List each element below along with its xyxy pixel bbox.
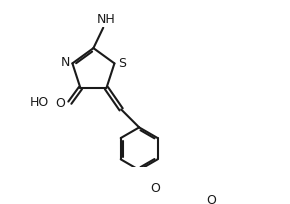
Text: O: O bbox=[55, 97, 65, 110]
Text: O: O bbox=[206, 193, 216, 204]
Text: HO: HO bbox=[29, 96, 48, 109]
Text: NH: NH bbox=[96, 13, 115, 26]
Text: O: O bbox=[151, 181, 160, 194]
Text: S: S bbox=[118, 57, 126, 70]
Text: N: N bbox=[60, 56, 70, 69]
